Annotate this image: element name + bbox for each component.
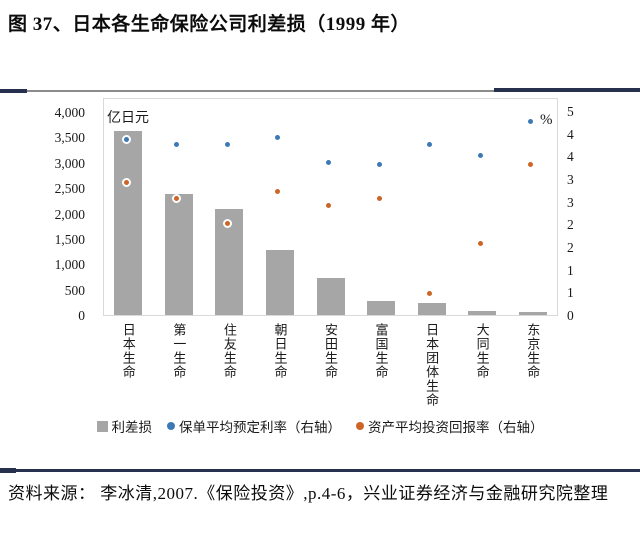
right-axis-tick: 4 xyxy=(567,149,574,165)
right-axis-tick: 1 xyxy=(567,262,574,278)
loss-bar xyxy=(417,303,446,315)
left-axis-tick: 2,500 xyxy=(54,181,85,197)
investment-return-point xyxy=(324,200,333,210)
legend-item-investment-return: 资产平均投资回报率（右轴） xyxy=(356,416,544,436)
loss-bar xyxy=(468,310,497,315)
right-axis-unit-label: % xyxy=(540,112,553,128)
loss-bar xyxy=(265,250,294,315)
right-axis-tick: 3 xyxy=(567,172,574,187)
right-axis-tick: 5 xyxy=(567,104,574,119)
right-axis-tick: 0 xyxy=(567,308,574,323)
title-divider-line xyxy=(0,90,640,92)
guaranteed-rate-point xyxy=(374,159,384,169)
investment-return-point xyxy=(526,159,536,169)
left-axis-tick: 3,500 xyxy=(54,130,85,146)
category-label: 安田生命 xyxy=(323,323,338,379)
left-axis-tick: 1,000 xyxy=(54,257,85,273)
right-axis-tick: 2 xyxy=(567,217,574,233)
investment-return-point xyxy=(425,289,435,299)
legend-dot-return xyxy=(356,422,364,430)
legend-label-investment-return: 资产平均投资回报率（右轴） xyxy=(368,420,544,435)
guaranteed-rate-point xyxy=(526,116,536,126)
guaranteed-rate-point xyxy=(222,139,232,149)
category-label: 第一生命 xyxy=(171,323,187,379)
left-axis-tick: 4,000 xyxy=(54,105,85,120)
title-divider-left-cap xyxy=(0,89,27,93)
right-axis-tick: 2 xyxy=(567,240,574,255)
investment-return-point xyxy=(374,193,384,203)
title-divider-right-cap xyxy=(494,88,640,92)
legend-label-guaranteed-rate: 保单平均预定利率（右轴） xyxy=(179,420,341,435)
legend-label-loss: 利差损 xyxy=(111,420,153,435)
category-label: 住友生命 xyxy=(221,323,237,379)
guaranteed-rate-point xyxy=(475,150,485,160)
left-axis-unit-label: 亿日元 xyxy=(107,111,149,126)
left-axis-tick: 1,500 xyxy=(54,231,85,247)
left-axis-tick: 3,000 xyxy=(54,155,85,171)
investment-return-point xyxy=(222,218,232,228)
investment-return-point xyxy=(475,239,485,249)
chart-legend: 利差损 保单平均预定利率（右轴） 资产平均投资回报率（右轴） xyxy=(0,416,640,436)
legend-item-guaranteed-rate: 保单平均预定利率（右轴） xyxy=(167,416,341,436)
guaranteed-rate-point xyxy=(324,157,333,167)
legend-dot-guaranteed xyxy=(167,422,175,430)
category-label: 大同生命 xyxy=(474,323,490,379)
loss-bar xyxy=(367,300,396,315)
source-divider-left-cap xyxy=(0,468,16,473)
left-axis-tick: 2,000 xyxy=(54,206,85,222)
guaranteed-rate-point xyxy=(121,134,131,144)
right-axis-tick: 1 xyxy=(567,285,574,301)
category-label: 日本生命 xyxy=(120,323,136,379)
source-note: 资料来源： 李冰清,2007.《保险投资》,p.4-6，兴业证券经济与金融研究院… xyxy=(8,484,609,503)
legend-item-loss: 利差损 xyxy=(96,416,153,436)
right-axis-tick: 3 xyxy=(567,194,574,210)
investment-return-point xyxy=(172,193,182,203)
loss-bar xyxy=(164,194,193,315)
investment-return-point xyxy=(273,187,283,197)
category-label: 日本团体生命 xyxy=(424,323,440,407)
loss-bar xyxy=(114,130,143,315)
loss-bar xyxy=(316,277,345,315)
legend-bar-swatch xyxy=(96,420,108,432)
guaranteed-rate-point xyxy=(273,132,283,142)
guaranteed-rate-point xyxy=(425,139,435,149)
left-axis-tick: 0 xyxy=(78,308,85,323)
investment-return-point xyxy=(121,178,131,188)
category-label: 朝日生命 xyxy=(272,323,288,379)
left-axis-tick: 500 xyxy=(64,282,85,298)
category-label: 富国生命 xyxy=(373,323,389,379)
figure-title: 图 37、日本各生命保险公司利差损（1999 年） xyxy=(8,14,411,35)
source-divider-line xyxy=(0,469,640,472)
loss-bar xyxy=(518,312,547,315)
category-label: 东京生命 xyxy=(525,323,541,379)
guaranteed-rate-point xyxy=(172,139,182,149)
right-axis-tick: 4 xyxy=(567,126,574,142)
